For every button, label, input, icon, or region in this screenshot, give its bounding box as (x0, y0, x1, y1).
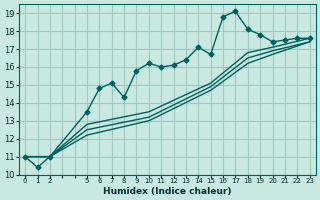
X-axis label: Humidex (Indice chaleur): Humidex (Indice chaleur) (103, 187, 232, 196)
